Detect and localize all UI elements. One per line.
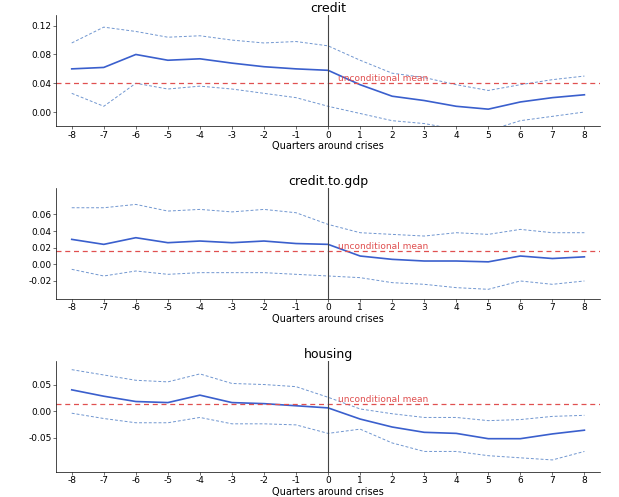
X-axis label: Quarters around crises: Quarters around crises	[272, 314, 384, 324]
Text: unconditional mean: unconditional mean	[338, 242, 428, 251]
Title: credit.to.gdp: credit.to.gdp	[288, 175, 368, 188]
Title: credit: credit	[310, 2, 346, 15]
Title: housing: housing	[303, 347, 353, 361]
Text: unconditional mean: unconditional mean	[338, 74, 428, 83]
X-axis label: Quarters around crises: Quarters around crises	[272, 141, 384, 151]
X-axis label: Quarters around crises: Quarters around crises	[272, 487, 384, 497]
Text: unconditional mean: unconditional mean	[338, 395, 428, 404]
